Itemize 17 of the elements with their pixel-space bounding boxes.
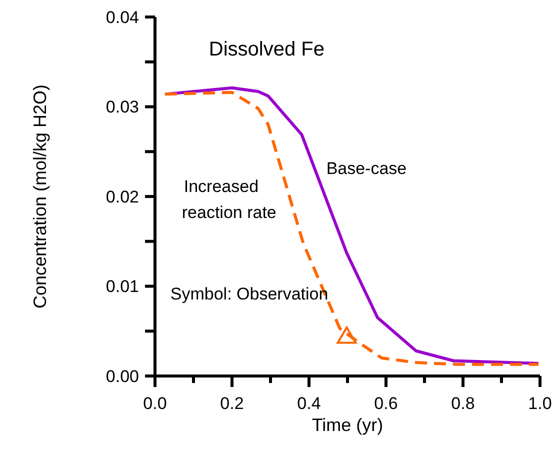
y-tick-label: 0.04 xyxy=(106,8,139,27)
x-tick-label: 0.8 xyxy=(451,394,475,413)
x-tick-label: 0.6 xyxy=(374,394,398,413)
y-tick-label: 0.02 xyxy=(106,187,139,206)
y-tick-label: 0.01 xyxy=(106,277,139,296)
x-tick-label: 0.2 xyxy=(220,394,244,413)
series-label: Base-case xyxy=(326,159,407,178)
y-tick-label: 0.00 xyxy=(106,366,139,386)
x-axis-title: Time (yr) xyxy=(312,415,384,435)
annotation: Symbol: Observation xyxy=(170,284,328,304)
text: Dissolved Fe xyxy=(208,38,325,60)
x-tick-label: 1.0 xyxy=(528,394,552,413)
series-label: Increased reaction rate xyxy=(182,177,276,222)
y-axis-title: Concentration (mol/kg H2O) xyxy=(30,84,50,309)
x-tick-label: 0.0 xyxy=(143,394,167,413)
x-tick-label: 0.4 xyxy=(297,394,321,413)
y-tick-label: 0.03 xyxy=(106,98,139,117)
